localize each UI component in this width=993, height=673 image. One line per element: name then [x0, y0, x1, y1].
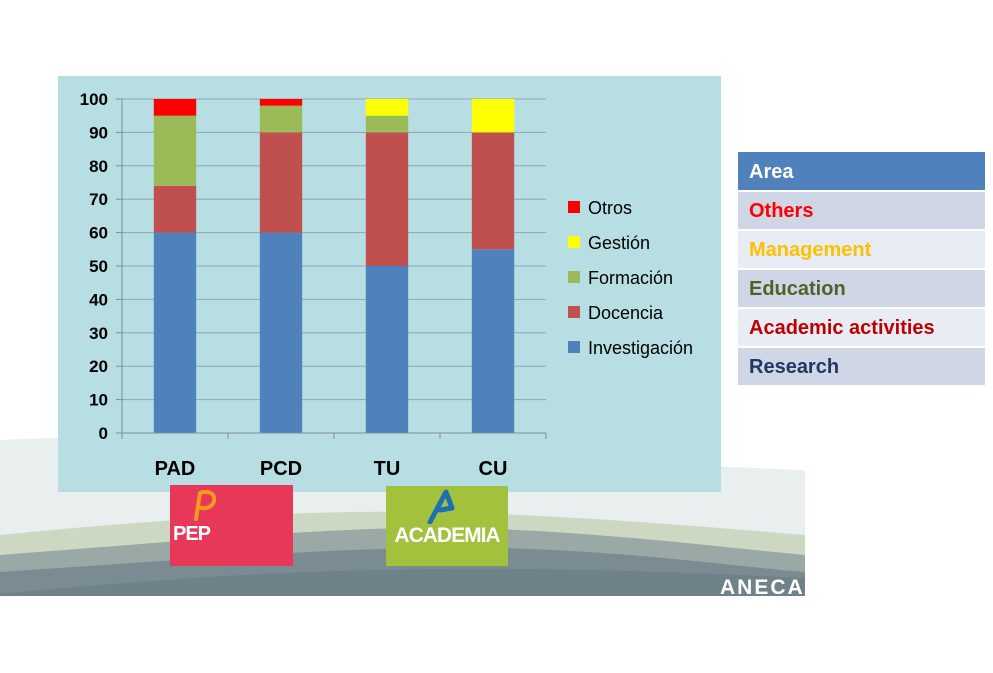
legend-swatch: [568, 271, 580, 283]
bars-layer: [153, 99, 515, 433]
y-tick-label: 100: [80, 90, 108, 109]
x-category-label: PCD: [260, 458, 302, 480]
legend-label: Docencia: [588, 303, 664, 323]
y-tick-label: 70: [89, 190, 108, 209]
legend-swatch: [568, 236, 580, 248]
legend-layer: Otros Gestión Formación Docencia Investigaci…: [568, 198, 693, 358]
bar-segment: [259, 232, 303, 433]
x-category-label: TU: [374, 458, 401, 480]
bar-segment: [365, 266, 409, 433]
bar-segment: [153, 99, 197, 116]
bar-segment: [471, 249, 515, 433]
y-tick-label: 10: [89, 391, 108, 410]
bar-segment: [153, 185, 197, 233]
pep-logo-text: PEP: [173, 523, 211, 545]
x-category-label: CU: [479, 458, 508, 480]
legend-label: Otros: [588, 198, 632, 218]
bar-segment: [365, 99, 409, 116]
area-row-academic-activities: Academic activities: [738, 309, 985, 348]
area-row-others: Others: [738, 192, 985, 231]
area-table-header: Area: [738, 152, 985, 192]
bar-segment: [365, 115, 409, 133]
bar-segment: [471, 132, 515, 250]
area-row-research: Research: [738, 348, 985, 387]
stacked-bar-chart: 0 10 20 30 40 50 60 70 80 90 100 PAD PCD TU CU Otros Ge…: [80, 90, 693, 480]
legend-label: Gestión: [588, 233, 650, 253]
y-tick-label: 40: [89, 290, 108, 309]
y-tick-label: 80: [89, 157, 108, 176]
bar-segment: [259, 105, 303, 133]
bar-segment: [153, 232, 197, 433]
academia-a-icon: [427, 489, 455, 524]
y-tick-label: 0: [99, 424, 108, 443]
academia-logo-text: ACADEMIA: [394, 524, 500, 547]
y-tick-label: 60: [89, 224, 108, 243]
y-tick-label: 30: [89, 324, 108, 343]
bar-segment: [259, 132, 303, 233]
pep-p-icon: [194, 490, 217, 521]
legend-swatch: [568, 201, 580, 213]
axis-layer: 0 10 20 30 40 50 60 70 80 90 100 PAD PCD TU CU: [80, 90, 547, 480]
area-table: Area Others Management Education Academi…: [738, 152, 985, 387]
area-row-management: Management: [738, 231, 985, 270]
x-category-label: PAD: [155, 458, 196, 480]
legend-label: Formación: [588, 268, 673, 288]
chart-panel: 0 10 20 30 40 50 60 70 80 90 100 PAD PCD TU CU Otros Ge…: [58, 76, 721, 492]
bar-segment: [259, 99, 303, 106]
bar-segment: [153, 115, 197, 186]
legend-swatch: [568, 306, 580, 318]
y-tick-label: 20: [89, 357, 108, 376]
aneca-brand-text: ANECA: [720, 576, 805, 599]
y-tick-label: 90: [89, 123, 108, 142]
legend-swatch: [568, 341, 580, 353]
pep-logo: PEP: [170, 485, 293, 566]
bar-segment: [471, 99, 515, 133]
y-tick-label: 50: [89, 257, 108, 276]
bar-segment: [365, 132, 409, 266]
academia-logo: ACADEMIA: [386, 486, 508, 566]
area-row-education: Education: [738, 270, 985, 309]
legend-label: Investigación: [588, 338, 693, 358]
